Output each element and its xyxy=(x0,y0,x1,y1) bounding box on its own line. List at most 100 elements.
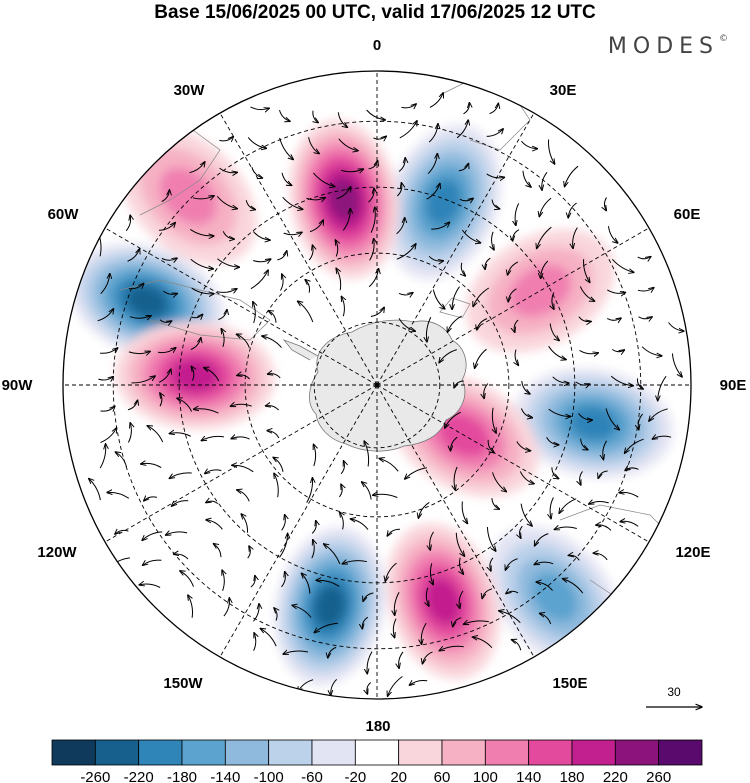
wind-vector-80 xyxy=(461,262,465,276)
wind-vector-7 xyxy=(463,103,470,115)
lon-label-90e: 90E xyxy=(720,377,747,394)
wind-vector-288 xyxy=(260,628,277,647)
brand-logo: MODES© xyxy=(608,34,728,59)
colorbar-swatch-0 xyxy=(51,739,96,766)
colorbar-swatch-11 xyxy=(528,739,573,766)
wind-vector-293 xyxy=(422,651,433,664)
wind-vector-202 xyxy=(580,471,583,485)
wind-vector-18 xyxy=(486,129,504,137)
wind-vector-26 xyxy=(340,169,363,172)
wind-vector-290 xyxy=(328,646,337,658)
wind-vector-98 xyxy=(432,289,445,309)
wind-vector-53 xyxy=(189,228,214,236)
wind-vector-92 xyxy=(250,270,268,290)
wind-vector-0 xyxy=(250,106,270,110)
wind-vector-287 xyxy=(253,633,256,651)
wind-vector-40 xyxy=(306,198,325,200)
wind-vector-62 xyxy=(461,229,480,243)
wind-vector-146 xyxy=(237,375,250,380)
wind-vector-27 xyxy=(368,161,378,170)
wind-vector-256 xyxy=(534,562,554,564)
lon-label-30w: 30W xyxy=(174,82,206,99)
wind-vector-160 xyxy=(193,409,219,414)
wind-vector-159 xyxy=(177,398,193,412)
lon-label-120e: 120E xyxy=(675,544,710,561)
wind-vector-5 xyxy=(401,104,416,108)
wind-vector-83 xyxy=(541,260,549,279)
wind-vector-17 xyxy=(456,120,468,139)
wind-vector-138 xyxy=(612,349,624,351)
wind-vector-268 xyxy=(426,587,429,606)
wind-vector-259 xyxy=(139,584,161,588)
wind-vector-260 xyxy=(180,571,194,587)
wind-vector-51 xyxy=(125,215,130,232)
wind-vector-196 xyxy=(379,459,399,472)
wind-vector-134 xyxy=(475,348,487,368)
wind-vector-289 xyxy=(283,651,309,654)
wind-vector-191 xyxy=(232,465,254,473)
wind-vector-227 xyxy=(206,520,223,530)
wind-vector-193 xyxy=(313,444,315,467)
colorbar-swatch-1 xyxy=(94,739,140,766)
wind-vector-132 xyxy=(262,336,282,348)
wind-vector-214 xyxy=(362,482,372,500)
colorbar-swatch-10 xyxy=(484,739,530,766)
wind-vector-198 xyxy=(454,466,458,490)
wind-vector-153 xyxy=(610,375,633,386)
wind-vector-252 xyxy=(430,563,433,585)
wind-vector-76 xyxy=(335,240,337,257)
wind-vector-49 xyxy=(568,202,577,218)
wind-vector-168 xyxy=(605,408,620,430)
wind-vector-141 xyxy=(98,377,113,381)
wind-vector-84 xyxy=(583,259,590,283)
wind-vector-24 xyxy=(281,172,292,186)
wind-vector-96 xyxy=(368,268,378,288)
wind-vector-233 xyxy=(387,528,400,536)
wind-vector-30 xyxy=(458,163,469,172)
colorbar-tick-label: 220 xyxy=(603,769,628,783)
wind-vector-25 xyxy=(313,172,335,187)
wind-vector-59 xyxy=(370,207,375,233)
wind-vector-273 xyxy=(562,579,584,594)
wind-vector-194 xyxy=(340,461,344,475)
wind-vector-250 xyxy=(342,561,368,564)
wind-vector-52 xyxy=(158,222,175,231)
wind-vector-232 xyxy=(350,519,369,530)
wind-vector-245 xyxy=(213,544,222,558)
wind-vector-217 xyxy=(461,501,467,524)
wind-vector-225 xyxy=(142,531,163,541)
wind-vector-12 xyxy=(308,137,320,154)
wind-vector-113 xyxy=(298,301,314,323)
wind-vector-111 xyxy=(253,302,255,324)
lon-label-150w: 150W xyxy=(163,675,203,692)
wind-vector-23 xyxy=(251,166,263,178)
wind-vector-129 xyxy=(190,338,201,350)
wind-vector-208 xyxy=(172,500,189,507)
wind-vector-235 xyxy=(455,532,464,557)
wind-vector-106 xyxy=(97,309,114,322)
wind-vector-19 xyxy=(521,140,537,149)
wind-vector-44 xyxy=(426,183,440,200)
lon-label-0: 0 xyxy=(373,37,381,54)
wind-vector-203 xyxy=(598,470,608,479)
wind-vector-234 xyxy=(430,531,434,550)
wind-vector-206 xyxy=(107,492,130,499)
wind-vector-148 xyxy=(454,380,464,388)
wind-vector-212 xyxy=(306,478,313,503)
wind-vector-251 xyxy=(385,562,397,581)
wind-vector-147 xyxy=(267,374,281,379)
wind-vector-133 xyxy=(439,349,457,363)
wind-vector-215 xyxy=(373,494,398,498)
colorbar-tick-label: 140 xyxy=(516,769,541,783)
wind-vector-263 xyxy=(281,572,286,588)
wind-vector-295 xyxy=(472,637,493,649)
wind-vector-69 xyxy=(127,249,140,262)
wind-vector-231 xyxy=(340,512,344,530)
wind-vector-3 xyxy=(337,112,347,127)
wind-vector-274 xyxy=(188,595,194,618)
wind-vector-156 xyxy=(100,406,115,411)
anomaly-pos-9 xyxy=(465,229,615,353)
wind-vector-301 xyxy=(409,680,428,685)
wind-vector-211 xyxy=(274,473,278,498)
wind-vector-61 xyxy=(431,222,450,230)
